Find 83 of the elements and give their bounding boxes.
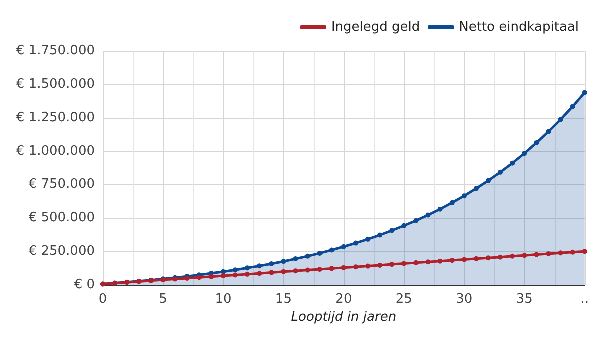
point	[498, 170, 504, 175]
x-tick-label: ..	[580, 292, 589, 307]
point	[317, 266, 322, 272]
point	[233, 272, 238, 278]
point	[462, 257, 467, 262]
point	[329, 266, 334, 272]
point	[558, 117, 564, 122]
point	[402, 223, 407, 228]
point	[220, 274, 226, 279]
point	[269, 262, 274, 267]
point	[353, 264, 358, 270]
x-tick-label: 30	[456, 292, 473, 307]
y-tick-label: € 1.750.000	[16, 44, 95, 58]
y-tick-label: € 750.000	[28, 177, 95, 192]
point	[341, 265, 346, 270]
y-tick-label: € 500.000	[28, 210, 95, 226]
x-tick-label: 15	[275, 292, 292, 307]
point	[426, 212, 431, 218]
point	[570, 250, 576, 255]
point	[390, 262, 395, 268]
point	[402, 261, 407, 266]
point	[486, 178, 491, 184]
point	[486, 256, 491, 261]
point	[317, 250, 322, 256]
point	[474, 186, 479, 192]
point	[390, 228, 395, 234]
point	[450, 258, 455, 264]
point	[366, 264, 371, 269]
point	[558, 250, 564, 256]
point	[546, 251, 552, 256]
point	[269, 270, 274, 276]
point	[582, 249, 588, 254]
point	[474, 256, 479, 262]
point	[329, 248, 334, 253]
x-tick-label: 0	[98, 292, 108, 307]
point	[582, 90, 588, 96]
point	[522, 253, 528, 258]
y-tick-label: € 250.000	[28, 244, 95, 260]
x-tick-label: 10	[215, 292, 232, 307]
point	[281, 259, 286, 264]
point	[570, 104, 576, 110]
point	[293, 268, 298, 274]
point	[378, 232, 383, 238]
x-axis-title: Looptijd in jaren	[291, 310, 397, 325]
point	[353, 240, 358, 246]
point	[305, 254, 310, 259]
point	[438, 206, 443, 212]
point	[257, 271, 262, 276]
legend-label: Netto eindkapitaal	[459, 20, 580, 35]
x-tick-label: 20	[336, 292, 352, 307]
point	[534, 140, 540, 146]
legend-label: Ingelegd geld	[331, 20, 420, 35]
y-tick-label: € 1.250.000	[16, 110, 95, 126]
point	[498, 254, 504, 260]
point	[510, 254, 516, 259]
point	[534, 252, 540, 258]
point	[257, 264, 262, 269]
y-tick-label: € 0	[74, 278, 95, 292]
y-tick-label: € 1.500.000	[16, 76, 95, 92]
point	[366, 236, 371, 242]
point	[281, 269, 286, 274]
point	[245, 266, 250, 271]
x-tick-label: 35	[516, 292, 533, 307]
point	[208, 274, 214, 280]
point	[414, 218, 419, 224]
x-tick-label: 5	[159, 292, 168, 307]
point	[305, 268, 310, 273]
point	[522, 151, 528, 156]
point	[293, 256, 298, 262]
point	[414, 260, 419, 266]
y-tick-label: € 1.000.000	[16, 144, 95, 159]
point	[341, 244, 346, 250]
point	[245, 272, 250, 277]
point	[450, 200, 455, 206]
point	[196, 275, 202, 280]
point	[546, 129, 552, 134]
point	[426, 260, 431, 265]
point	[438, 258, 443, 264]
point	[378, 262, 383, 268]
point	[462, 194, 467, 199]
x-tick-label: 25	[396, 292, 412, 307]
point	[233, 268, 238, 273]
point	[510, 160, 516, 166]
